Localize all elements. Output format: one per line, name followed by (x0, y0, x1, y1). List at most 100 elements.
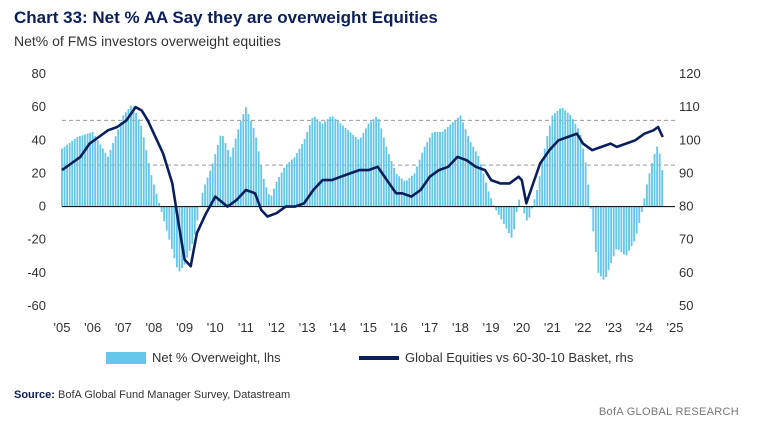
bar-60 (214, 154, 217, 207)
bar-99 (313, 116, 316, 207)
chart-plot: -60 -40 -20 0 20 40 60 80 50 60 70 80 90 100 110 120 '05… (27, 66, 701, 335)
bar-39 (160, 206, 163, 213)
bar-30 (137, 119, 140, 207)
bar-231 (651, 163, 653, 207)
bar-132 (398, 176, 401, 207)
bar-235 (661, 170, 664, 207)
bar-119 (365, 128, 367, 207)
bar-79 (262, 178, 265, 207)
bar-159 (467, 136, 470, 207)
bar-36 (153, 184, 155, 207)
bar-174 (505, 206, 508, 229)
bar-102 (321, 123, 324, 207)
bar-121 (370, 121, 372, 207)
bar-202 (577, 128, 579, 207)
bar-89 (288, 161, 291, 207)
bar-52 (193, 206, 196, 235)
bar-213 (605, 206, 607, 277)
legend-item-bars: Net % Overweight, lhs (106, 350, 281, 365)
bar-80 (265, 187, 268, 207)
y-right-tick-120: 120 (679, 66, 701, 81)
bar-123 (375, 116, 378, 207)
bar-203 (579, 134, 582, 207)
bar-49 (186, 206, 189, 258)
bar-193 (554, 113, 556, 207)
bar-64 (224, 143, 227, 207)
bar-100 (316, 119, 319, 207)
bar-22 (117, 129, 120, 207)
bar-72 (244, 107, 247, 207)
bar-209 (594, 206, 597, 253)
bar-59 (211, 163, 214, 207)
chart-title: Chart 33: Net % AA Say they are overweig… (14, 8, 438, 27)
bar-165 (482, 173, 485, 207)
bar-166 (485, 182, 487, 207)
bar-87 (283, 167, 286, 207)
bar-142 (423, 146, 426, 207)
bar-43 (170, 206, 173, 249)
bar-128 (388, 154, 390, 207)
bar-158 (464, 129, 467, 207)
bar-136 (408, 178, 411, 207)
bar-5 (73, 138, 76, 207)
bar-141 (421, 152, 424, 207)
bar-110 (342, 125, 344, 207)
y-left-tick-80: 80 (32, 66, 46, 81)
source-note: Source: BofA Global Fund Manager Survey,… (14, 389, 290, 401)
bar-233 (656, 146, 659, 207)
bar-182 (525, 206, 528, 221)
bar-190 (546, 136, 549, 207)
bar-56 (204, 184, 206, 207)
source-text: BofA Global Fund Manager Survey, Datastr… (58, 389, 291, 401)
x-tick-2015: '15 (360, 320, 377, 335)
bar-222 (628, 206, 630, 251)
bar-37 (155, 193, 158, 207)
bar-85 (278, 177, 281, 207)
bar-170 (495, 206, 498, 211)
bar-181 (523, 206, 526, 214)
bar-109 (339, 123, 342, 207)
bar-4 (71, 140, 74, 207)
bar-74 (250, 120, 252, 207)
bar-3 (68, 142, 71, 207)
bar-156 (459, 115, 462, 207)
bar-63 (221, 136, 224, 207)
bar-62 (219, 135, 222, 207)
x-tick-2020: '20 (513, 320, 530, 335)
bar-69 (237, 129, 240, 207)
x-tick-2025: '25 (667, 320, 684, 335)
bar-175 (508, 206, 510, 234)
bar-50 (188, 206, 191, 251)
bar-13 (94, 136, 97, 207)
bar-155 (456, 117, 459, 207)
bar-58 (209, 170, 212, 207)
bar-218 (617, 206, 620, 250)
bar-65 (227, 149, 229, 207)
bar-129 (390, 161, 393, 207)
bar-167 (487, 191, 490, 207)
bar-9 (84, 134, 86, 207)
bar-41 (165, 206, 168, 231)
bar-53 (196, 206, 199, 221)
bar-219 (620, 206, 623, 253)
bar-187 (538, 176, 541, 207)
bar-177 (513, 206, 516, 230)
bar-15 (99, 144, 102, 207)
bar-216 (612, 206, 615, 257)
y-left-tick-20: 20 (32, 165, 46, 180)
x-tick-2006: '06 (84, 320, 101, 335)
bar-130 (393, 167, 395, 207)
bar-25 (124, 112, 127, 207)
bar-92 (296, 153, 298, 207)
legend-item-line: Global Equities vs 60-30-10 Basket, rhs (359, 350, 633, 365)
x-tick-2022: '22 (575, 320, 592, 335)
bar-98 (311, 118, 314, 207)
bar-183 (528, 206, 531, 218)
bar-206 (587, 184, 590, 207)
bar-111 (344, 127, 347, 207)
x-tick-2008: '08 (145, 320, 162, 335)
bar-154 (454, 120, 457, 207)
bar-0 (61, 148, 63, 207)
legend-swatch-bars (106, 351, 146, 364)
y-left-tick-60: 60 (32, 99, 46, 114)
